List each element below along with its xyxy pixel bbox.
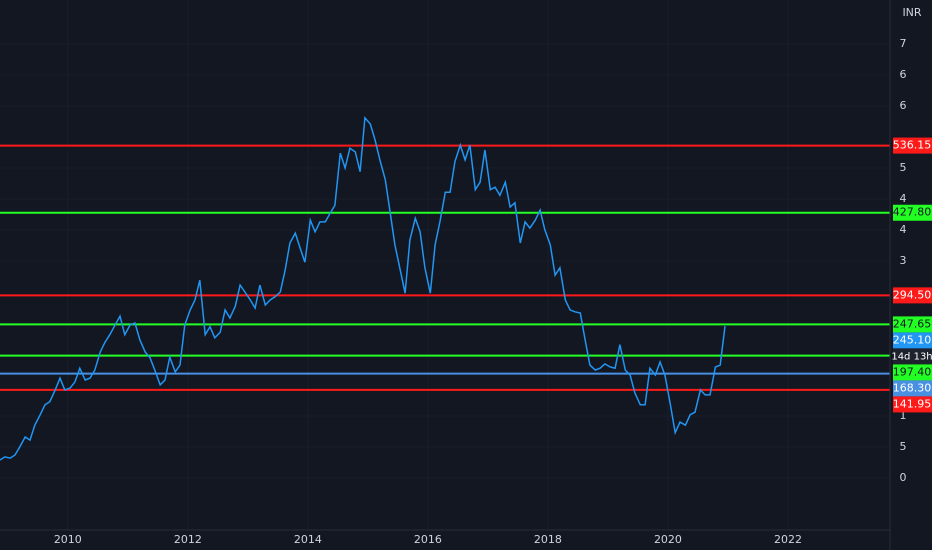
y-tick-label: 4 (900, 192, 907, 205)
price-label: 245.10 14d 13h (891, 332, 932, 365)
price-label-text: 141.95 (893, 397, 932, 410)
price-label-box (893, 396, 932, 413)
price-label-text: 247.65 (893, 317, 932, 330)
y-tick-label: 0 (900, 471, 907, 484)
axes: 2010 2012 2014 2016 2018 2020 2022 0 5 1 3 4 4 5 6 6 7 53… (54, 37, 932, 546)
price-label-text: 536.15 (893, 139, 932, 152)
x-tick-label: 2012 (174, 533, 202, 546)
y-tick-label: 4 (900, 223, 907, 236)
countdown-box (893, 348, 932, 365)
y-tick-label: 5 (900, 161, 907, 174)
price-label-box (893, 364, 932, 381)
price-label-box (893, 287, 932, 304)
price-line (0, 115, 726, 461)
price-label-box (893, 137, 932, 154)
countdown-text: 14d 13h (891, 351, 932, 362)
y-tick-label: 6 (900, 68, 907, 81)
grid (0, 0, 890, 530)
price-label: 294.50 (893, 287, 932, 304)
y-tick-label: 3 (900, 254, 907, 267)
x-tick-label: 2014 (294, 533, 322, 546)
x-tick-label: 2016 (414, 533, 442, 546)
price-label-box (893, 380, 932, 397)
x-tick-label: 2018 (534, 533, 562, 546)
price-label-box (893, 332, 932, 349)
price-label: 427.80 (893, 204, 932, 221)
price-label-box (893, 316, 932, 333)
price-label-box (893, 204, 932, 221)
currency-label: INR (902, 6, 921, 19)
price-label-text: 294.50 (893, 288, 932, 301)
y-tick-label: 1 (900, 409, 907, 422)
price-label-text: 245.10 (893, 333, 932, 346)
price-label: 247.65 (893, 316, 932, 333)
plot (0, 115, 890, 461)
y-tick-label: 5 (900, 440, 907, 453)
price-label: 141.95 (893, 396, 932, 413)
price-label-text: 427.80 (893, 206, 932, 219)
price-label: 197.40 (893, 364, 932, 381)
price-label: 168.30 (893, 380, 932, 397)
price-label: 536.15 (893, 137, 932, 154)
x-tick-label: 2020 (654, 533, 682, 546)
price-label-text: 168.30 (893, 381, 932, 394)
price-label-text: 197.40 (893, 365, 932, 378)
x-tick-label: 2010 (54, 533, 82, 546)
x-tick-label: 2022 (774, 533, 802, 546)
y-tick-label: 7 (900, 37, 907, 50)
y-tick-label: 6 (900, 99, 907, 112)
